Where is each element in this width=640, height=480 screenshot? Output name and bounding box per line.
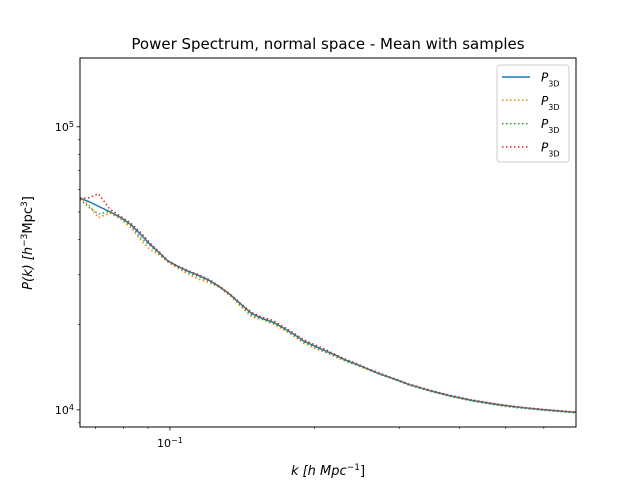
legend-label-3: P3D (541, 117, 560, 135)
plot-background (80, 58, 576, 427)
legend-box (496, 64, 570, 163)
series-line-2 (80, 196, 576, 414)
x-label-tail: ] (360, 464, 365, 479)
series-line-3 (80, 198, 576, 414)
x-tick-label-1: 10−1 (157, 436, 183, 451)
legend-label-4: P3D (541, 140, 560, 158)
legend-label-2: P3D (541, 94, 560, 112)
y-label-tail: ] (21, 196, 36, 201)
legend-label-1: P3D (541, 71, 560, 89)
y-tick-label-1-base: 10 (55, 404, 69, 417)
x-label-sup: −1 (347, 463, 360, 473)
x-tick-label-1-base: 10 (157, 437, 171, 450)
legend-label-sub-1: 3D (548, 79, 559, 88)
y-label-sup2: 3 (20, 201, 30, 207)
legend-label-sub-2: 3D (548, 102, 559, 111)
legend-label-sub-4: 3D (548, 149, 559, 158)
series-layer (80, 193, 576, 414)
x-axis-label: k [h Mpc−1] (291, 463, 365, 479)
y-tick-label-1: 104 (55, 402, 74, 417)
y-tick-label-1-exp: 4 (69, 402, 74, 411)
plot-frame (79, 57, 577, 428)
legend-label-main-2: P (541, 94, 549, 108)
y-tick-label-2-base: 10 (55, 121, 69, 134)
legend-label-main-3: P (541, 117, 549, 131)
x-tick-label-1-exp: −1 (171, 436, 183, 445)
legend-label-sub-3: 3D (548, 126, 559, 135)
x-label-base: k [h Mpc (291, 464, 347, 479)
y-tick-label-2: 105 (55, 119, 74, 134)
y-label-sup1: −3 (20, 234, 30, 247)
y-label-base: P(k) [h (21, 247, 36, 290)
y-label-mid: Mpc (21, 207, 36, 234)
legend-label-main-4: P (541, 140, 549, 154)
legend-label-main-1: P (541, 71, 549, 85)
chart-title: Power Spectrum, normal space - Mean with… (131, 35, 524, 53)
y-tick-label-2-exp: 5 (69, 119, 74, 128)
y-axis-label: P(k) [h−3Mpc3] (20, 196, 36, 290)
